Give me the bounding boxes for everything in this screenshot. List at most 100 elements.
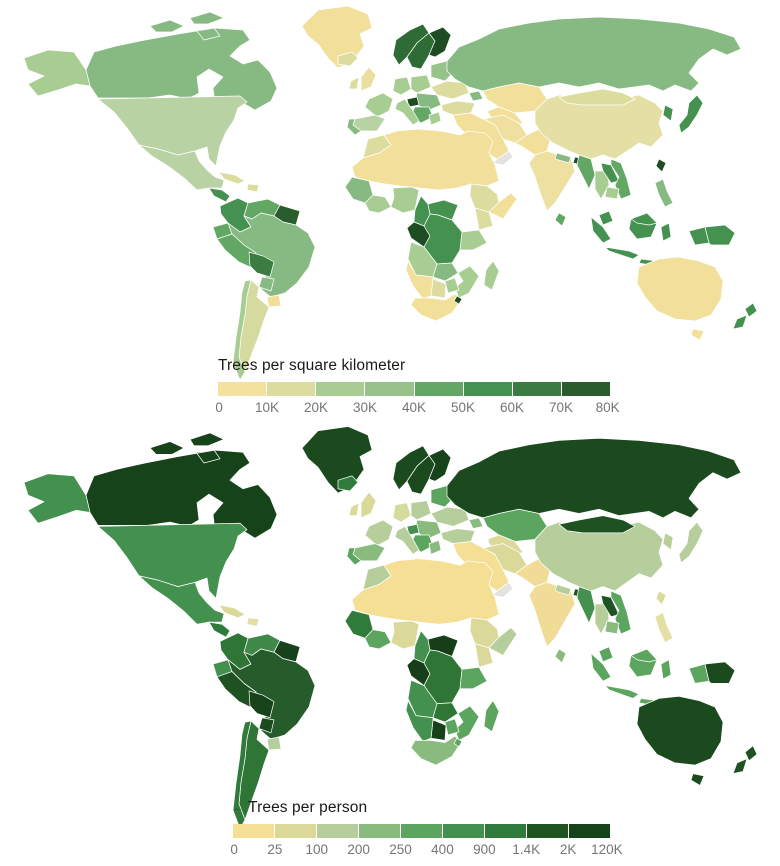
legend-tick-label: 100	[305, 842, 329, 857]
country-uruguay	[266, 736, 282, 751]
country-botswana	[430, 278, 447, 299]
country-malaysia	[598, 646, 614, 663]
legend-swatch	[485, 824, 526, 838]
country-eswatini	[453, 737, 463, 748]
country-ireland	[348, 502, 360, 517]
country-iceland	[337, 475, 359, 492]
country-chile	[232, 720, 252, 829]
country-italy	[394, 526, 420, 555]
country-greece	[428, 111, 442, 126]
legend-tick-label: 40K	[401, 400, 427, 415]
legend-tick-label: 10K	[254, 400, 280, 415]
legend-swatch	[527, 824, 568, 838]
country-uk	[360, 491, 377, 519]
legend-swatch	[233, 824, 274, 838]
legend-tick-label: 1.4K	[512, 842, 541, 857]
country-caucasus	[468, 90, 484, 102]
legend-swatch	[463, 382, 512, 396]
country-sahara-band	[351, 128, 500, 191]
legend-tick-label: 0	[215, 400, 223, 415]
country-usa	[97, 95, 248, 167]
legend-trees-per-person: ← Trees per person 0 25 100 200 250 400 900 1.4K…	[230, 799, 622, 860]
country-kenya	[474, 643, 494, 668]
country-hispaniola	[246, 617, 260, 627]
country-italy	[394, 98, 420, 126]
caspian-sea	[472, 526, 490, 549]
country-laos	[600, 162, 620, 184]
country-drc	[423, 213, 463, 265]
world-geometry	[23, 426, 758, 829]
country-malaysia	[598, 210, 614, 226]
legend-color-bar	[233, 824, 610, 838]
country-bolivia	[248, 251, 275, 278]
world-map-trees-per-person	[23, 426, 758, 829]
country-laos	[600, 594, 620, 618]
country-paraguay	[258, 276, 275, 292]
legend-swatch	[317, 824, 358, 838]
legend-swatch	[267, 382, 316, 396]
country-france	[364, 519, 394, 547]
country-zambia	[432, 702, 459, 723]
legend-tick-label: 2K	[559, 842, 577, 857]
country-philippines	[654, 612, 674, 643]
country-guatemala-region	[208, 621, 231, 638]
country-madagascar	[483, 260, 500, 291]
country-greenland	[301, 5, 373, 69]
world-geometry	[23, 5, 758, 381]
legend-tick-label: 50K	[450, 400, 476, 415]
country-drc	[423, 649, 463, 705]
country-alaska	[23, 473, 91, 524]
country-russia	[446, 16, 742, 92]
country-nigeria	[390, 186, 420, 214]
country-france	[364, 92, 394, 118]
country-myanmar	[576, 586, 596, 624]
country-malaysia-borneo	[630, 648, 658, 663]
country-cambodia	[604, 620, 620, 635]
country-central-europe	[410, 74, 432, 94]
country-tanzania	[459, 229, 488, 251]
country-nepal	[554, 584, 572, 596]
legend-tick-label: 30K	[352, 400, 378, 415]
country-hispaniola	[246, 183, 260, 193]
legend-tick-labels: 0 10K 20K 30K 40K 50K 60K 70K 80K	[215, 400, 619, 418]
country-ireland	[348, 76, 360, 90]
country-portugal	[346, 118, 362, 136]
country-vietnam	[610, 158, 632, 200]
legend-swatch	[275, 824, 316, 838]
country-philippines	[654, 178, 674, 208]
country-vietnam	[610, 590, 632, 635]
country-greenland	[301, 426, 373, 494]
country-cambodia	[604, 186, 620, 200]
legend-tick-label: 25	[267, 842, 283, 857]
country-australia	[636, 256, 724, 341]
country-tanzania	[459, 666, 488, 690]
legend-swatch	[561, 382, 610, 396]
country-nepal	[554, 152, 572, 164]
country-japan	[678, 521, 704, 564]
legend-tick-label: 80K	[595, 400, 620, 415]
country-caucasus	[468, 517, 484, 529]
country-germany	[392, 76, 412, 96]
country-zimbabwe	[444, 277, 460, 294]
country-germany	[392, 502, 412, 523]
country-greece	[428, 540, 442, 555]
country-uruguay	[266, 294, 282, 308]
country-botswana	[430, 719, 447, 741]
country-finland	[428, 26, 452, 58]
country-namibia	[405, 700, 434, 742]
country-koreas	[662, 104, 674, 122]
legend-trees-per-sq-km: Trees per square kilometer 0 10K 20K 30K 40K…	[215, 357, 619, 418]
legend-tick-label: 200	[347, 842, 370, 857]
legend-color-bar	[218, 382, 610, 396]
country-japan	[678, 94, 704, 134]
country-namibia	[405, 260, 434, 300]
country-usa	[97, 522, 248, 599]
caspian-sea	[472, 98, 490, 120]
country-iceland	[337, 51, 359, 67]
legend-tick-label: 400	[431, 842, 454, 857]
world-map-trees-per-sq-km	[23, 5, 758, 381]
legend-tick-labels: 0 25 100 200 250 400 900 1.4K 2K 120K	[230, 842, 622, 860]
country-south-africa	[410, 735, 462, 766]
country-mongolia	[558, 88, 636, 106]
country-australia	[636, 695, 724, 786]
